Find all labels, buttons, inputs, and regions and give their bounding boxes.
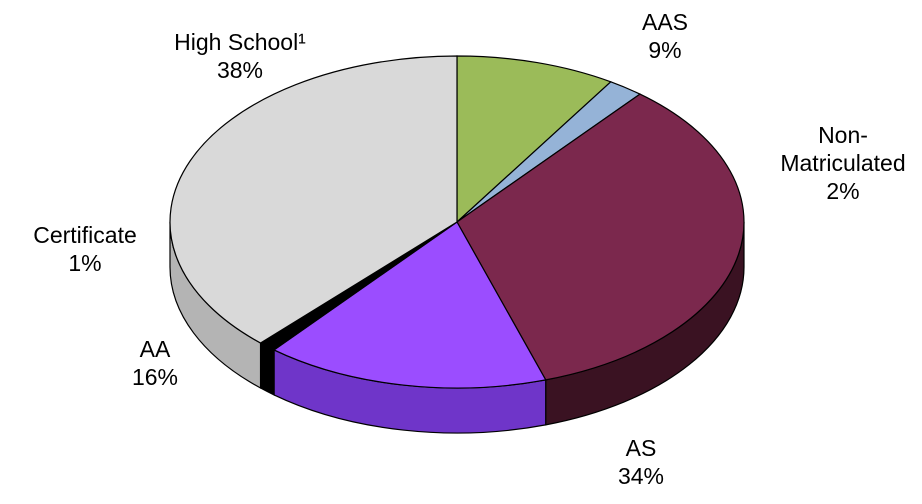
slice-high-school xyxy=(169,55,458,344)
label-aas: AAS 9% xyxy=(642,9,688,63)
label-aa: AA 16% xyxy=(132,336,178,390)
slice-aa xyxy=(272,221,547,389)
pie-slices xyxy=(169,55,745,389)
slice-labels: AAS 9% Non-Matriculated 2% AS 34% AA 16% Certifi… xyxy=(33,9,905,489)
slice-aas xyxy=(456,55,612,224)
label-as: AS 34% xyxy=(618,435,664,489)
label-high-school: High School¹ 38% xyxy=(174,29,306,83)
slice-side-4 xyxy=(259,342,275,396)
slice-as xyxy=(456,93,745,381)
label-certificate: Certificate 1% xyxy=(33,222,137,276)
label-non-matriculated: Non-Matriculated 2% xyxy=(780,122,905,204)
